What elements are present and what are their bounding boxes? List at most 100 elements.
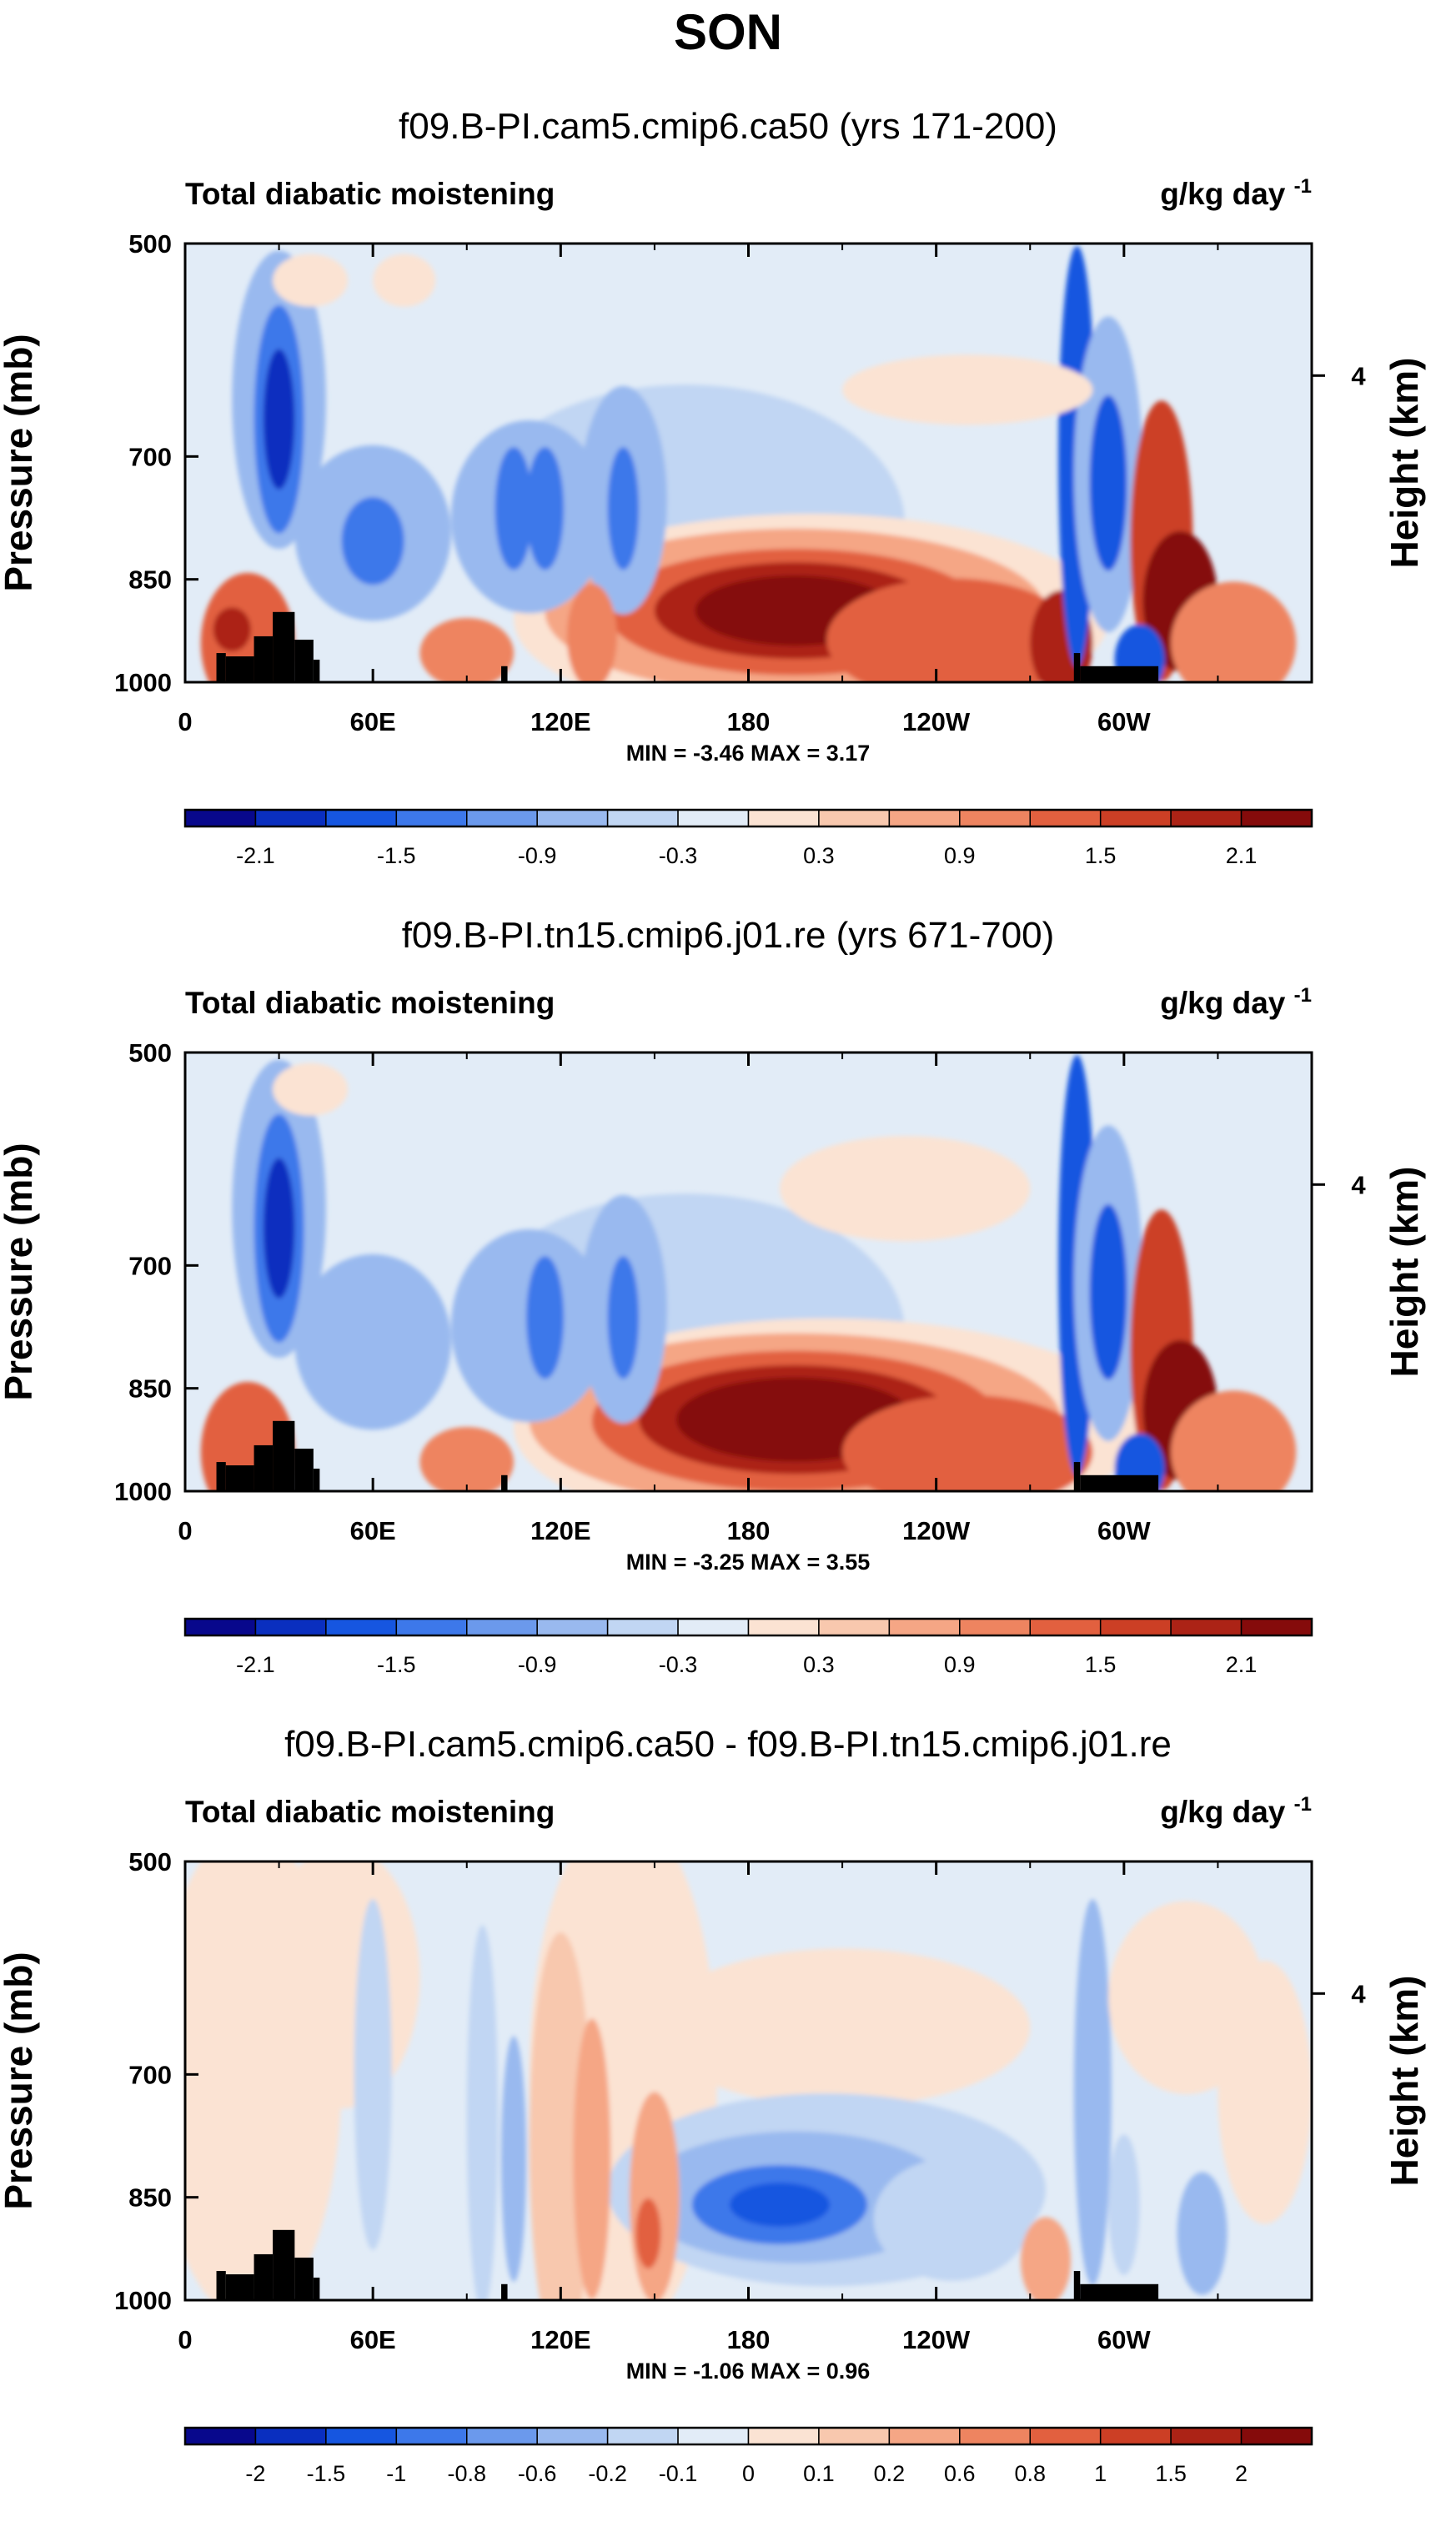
colorbar-box bbox=[818, 2427, 891, 2445]
contour-region bbox=[654, 1948, 1031, 2107]
topography bbox=[1073, 2271, 1081, 2300]
right-tick-label: 4 bbox=[1351, 1170, 1366, 1199]
colorbar-label: -1.5 bbox=[307, 2461, 346, 2481]
colorbar-box bbox=[818, 809, 891, 827]
x-tick-label: 120E bbox=[530, 707, 590, 736]
colorbar-box bbox=[606, 809, 679, 827]
contour-region bbox=[526, 1256, 565, 1379]
colorbar-box bbox=[959, 809, 1031, 827]
colorbar-label: -1.5 bbox=[377, 1652, 416, 1677]
topography bbox=[254, 2253, 274, 2300]
colorbar-label: 1.5 bbox=[1085, 843, 1117, 868]
contour-region bbox=[273, 254, 349, 307]
colorbar-box bbox=[677, 1618, 750, 1636]
y-axis-title-right: Height (km) bbox=[1383, 1976, 1426, 2187]
colorbar-box bbox=[1170, 809, 1243, 827]
topography bbox=[1080, 666, 1159, 682]
contour-field bbox=[185, 1052, 1312, 1491]
colorbar-box bbox=[536, 1618, 609, 1636]
contour-region bbox=[526, 447, 565, 570]
right-tick-label: 4 bbox=[1351, 1979, 1366, 2008]
contour-field bbox=[185, 244, 1312, 682]
colorbar-label: 2.1 bbox=[1226, 1652, 1258, 1677]
contour-region bbox=[273, 1063, 349, 1116]
colorbar-label: -0.3 bbox=[659, 843, 698, 868]
x-tick-label: 120W bbox=[902, 1516, 971, 1545]
contour-region bbox=[1089, 1203, 1127, 1380]
chart-3: f09.B-PI.cam5.cmip6.ca50 - f09.B-PI.tn15… bbox=[0, 1724, 1426, 2481]
topography bbox=[273, 611, 295, 682]
topography bbox=[313, 2277, 320, 2300]
topography bbox=[225, 2274, 254, 2300]
colorbar-label: 0 bbox=[742, 2461, 755, 2481]
min-max-stats: MIN = -3.25 MAX = 3.55 bbox=[626, 1550, 871, 1575]
y-axis-title-right: Height (km) bbox=[1383, 1167, 1426, 1378]
contour-region bbox=[213, 607, 251, 652]
units-base: g/kg day bbox=[1160, 1795, 1293, 1829]
contour-region bbox=[842, 354, 1093, 425]
units-base: g/kg day bbox=[1160, 177, 1293, 211]
units-exponent: -1 bbox=[1294, 1793, 1312, 1816]
topography bbox=[294, 1448, 314, 1491]
colorbar-label: -0.9 bbox=[518, 1652, 557, 1677]
colorbar-label: 0.9 bbox=[944, 1652, 976, 1677]
colorbar-box bbox=[677, 2427, 750, 2445]
colorbar-box bbox=[395, 809, 468, 827]
contour-region bbox=[873, 2158, 1031, 2281]
panel-title: f09.B-PI.cam5.cmip6.ca50 (yrs 171-200) bbox=[399, 106, 1057, 147]
x-tick-label: 60E bbox=[350, 707, 396, 736]
panel-2: f09.B-PI.tn15.cmip6.j01.re (yrs 671-700)… bbox=[0, 909, 1456, 1718]
colorbar-box bbox=[606, 2427, 679, 2445]
colorbar-label: 0.9 bbox=[944, 843, 976, 868]
topography bbox=[501, 1475, 508, 1491]
colorbar-box bbox=[1029, 2427, 1102, 2445]
contour-region bbox=[1177, 2172, 1228, 2295]
colorbar-box bbox=[959, 1618, 1031, 1636]
contour-region bbox=[1114, 624, 1165, 682]
colorbar-label: -0.2 bbox=[588, 2461, 627, 2481]
colorbar-box bbox=[1240, 809, 1313, 827]
topography bbox=[313, 659, 320, 682]
x-tick-label: 60W bbox=[1097, 2325, 1151, 2354]
colorbar-box bbox=[254, 1618, 327, 1636]
left-string: Total diabatic moistening bbox=[185, 1795, 555, 1829]
x-tick-label: 60E bbox=[350, 1516, 396, 1545]
y-tick-label: 700 bbox=[128, 442, 172, 471]
contour-region bbox=[842, 1394, 1093, 1491]
colorbar-label: -0.9 bbox=[518, 843, 557, 868]
colorbar-frame bbox=[183, 2426, 1313, 2446]
colorbar-box bbox=[466, 1618, 538, 1636]
contour-region bbox=[1021, 2217, 1072, 2300]
colorbar-box bbox=[325, 809, 398, 827]
colorbar-box bbox=[1170, 1618, 1243, 1636]
contour-region bbox=[294, 1253, 451, 1430]
contour-region bbox=[780, 1136, 1031, 1242]
chart-2: f09.B-PI.tn15.cmip6.j01.re (yrs 671-700)… bbox=[0, 915, 1426, 1677]
colorbar-box bbox=[184, 1618, 257, 1636]
contour-region bbox=[607, 447, 640, 570]
left-string: Total diabatic moistening bbox=[185, 177, 555, 211]
colorbar-box bbox=[254, 2427, 327, 2445]
colorbar-label: 2.1 bbox=[1226, 843, 1258, 868]
y-tick-label: 700 bbox=[128, 1251, 172, 1280]
units-string: g/kg day -1 bbox=[1160, 984, 1312, 1020]
y-axis-title: Pressure (mb) bbox=[0, 1143, 40, 1400]
chart-1: f09.B-PI.cam5.cmip6.ca50 (yrs 171-200) To… bbox=[0, 106, 1426, 868]
y-axis-title: Pressure (mb) bbox=[0, 334, 40, 591]
contour-region bbox=[1218, 1960, 1312, 2224]
contour-region bbox=[263, 1158, 295, 1299]
x-tick-label: 0 bbox=[178, 1516, 192, 1545]
topography bbox=[225, 656, 254, 682]
colorbar-box bbox=[606, 1618, 679, 1636]
colorbar-box bbox=[1099, 1618, 1172, 1636]
colorbar-label: -0.8 bbox=[447, 2461, 486, 2481]
x-tick-label: 120W bbox=[902, 707, 971, 736]
contour-region bbox=[466, 1925, 499, 2300]
colorbar-label: -1 bbox=[386, 2461, 406, 2481]
topography bbox=[216, 2271, 226, 2300]
contour-field bbox=[185, 1861, 1312, 2300]
contour-region bbox=[1114, 1433, 1165, 1491]
colorbar-box bbox=[747, 1618, 820, 1636]
colorbar-box bbox=[536, 2427, 609, 2445]
y-tick-label: 500 bbox=[128, 229, 172, 259]
